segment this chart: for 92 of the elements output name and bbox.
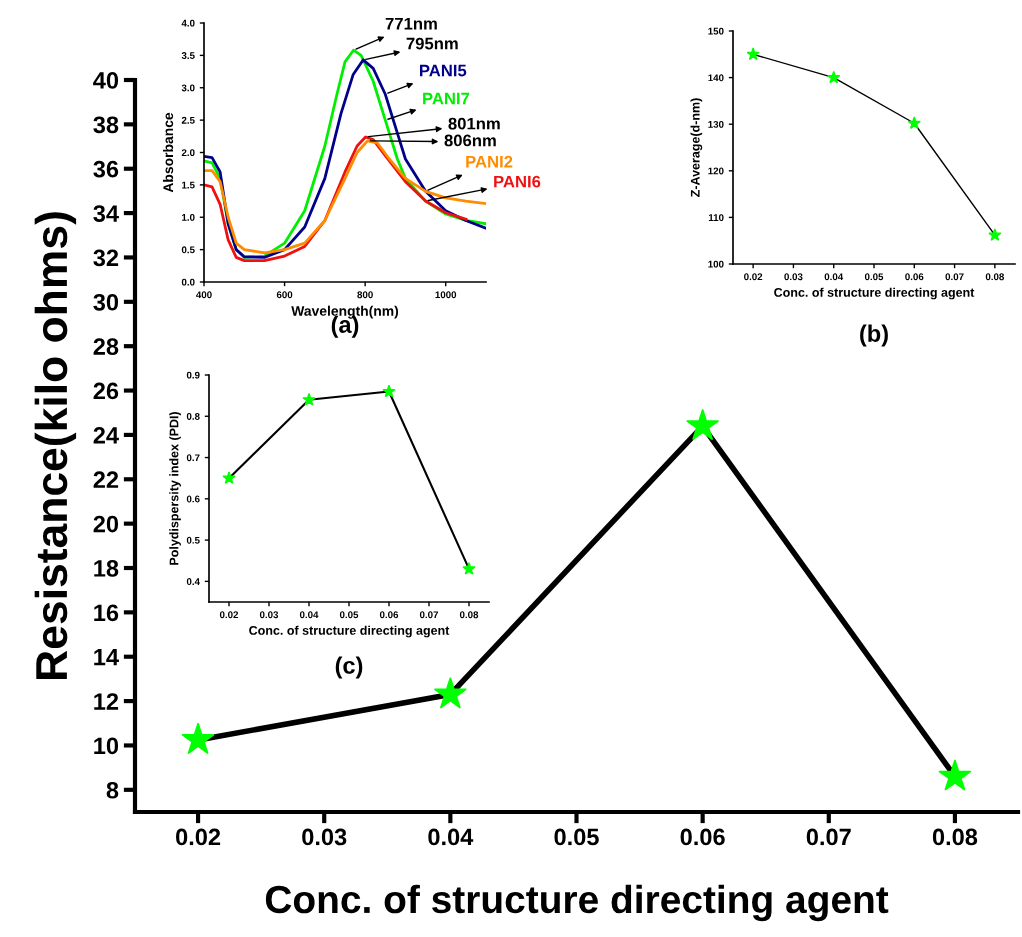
x-tick-label: 0.04 xyxy=(824,273,844,281)
x-tick-label: 0.06 xyxy=(680,828,725,846)
y-axis-title: Absorbance xyxy=(162,112,174,193)
point xyxy=(222,471,236,484)
y-tick-label: 1.5 xyxy=(182,181,195,189)
point xyxy=(302,392,316,406)
annotation: 801nm xyxy=(448,117,500,130)
y-tick-label: 150 xyxy=(708,27,724,35)
y-tick-label: 10 xyxy=(94,737,119,755)
y-tick-label: 3.5 xyxy=(181,52,195,60)
x-tick-label: 0.07 xyxy=(806,828,851,846)
point xyxy=(181,722,215,755)
y-tick-label: 4.0 xyxy=(181,19,195,27)
annotation: 795nm xyxy=(406,37,458,50)
y-tick-label: 110 xyxy=(708,214,724,222)
y-tick-label: 1.0 xyxy=(182,213,195,221)
x-tick-label: 0.05 xyxy=(554,828,599,846)
point xyxy=(462,562,476,575)
y-tick-label: 26 xyxy=(93,382,119,400)
annotation: (b) xyxy=(860,324,888,347)
x-tick-label: 0.08 xyxy=(985,273,1005,281)
x-tick-label: 0.03 xyxy=(259,611,279,619)
series-label: PANI2 xyxy=(466,155,513,168)
x-tick-label: 0.02 xyxy=(176,828,221,846)
x-tick-label: 0.02 xyxy=(744,273,763,281)
y-tick-label: 0.4 xyxy=(186,578,200,585)
x-tick-label: 0.05 xyxy=(864,273,884,281)
y-axis-title: Z-Average(d-nm) xyxy=(690,98,703,197)
x-axis-title: Conc. of structure directing agent xyxy=(265,884,889,922)
point xyxy=(938,759,972,791)
y-tick-label: 28 xyxy=(93,338,119,355)
y-tick-label: 0.7 xyxy=(186,454,200,462)
x-tick-label: 800 xyxy=(357,291,373,299)
y-tick-label: 0.0 xyxy=(181,278,195,286)
y-tick-label: 130 xyxy=(708,120,724,128)
x-axis-title: Conc. of structure directing agent xyxy=(249,625,450,638)
y-tick-label: 100 xyxy=(708,260,724,268)
y-tick-label: 20 xyxy=(93,515,119,533)
x-tick-label: 400 xyxy=(196,291,212,299)
annotation: 806nm xyxy=(444,134,496,147)
x-tick-label: 0.07 xyxy=(945,273,964,281)
x-tick-label: 1000 xyxy=(435,291,457,299)
y-tick-label: 120 xyxy=(708,167,724,175)
x-tick-label: 0.08 xyxy=(932,828,978,846)
x-tick-label: 0.05 xyxy=(339,611,359,619)
x-tick-label: 0.03 xyxy=(302,828,347,846)
y-tick-label: 8 xyxy=(106,781,119,799)
y-tick-label: 22 xyxy=(93,471,119,488)
point xyxy=(382,384,396,398)
x-tick-label: 0.06 xyxy=(379,611,399,619)
x-tick-label: 0.06 xyxy=(905,273,924,281)
text: PANI5 xyxy=(420,64,467,77)
point xyxy=(907,116,921,130)
x-tick-label: 0.03 xyxy=(784,273,803,281)
y-tick-label: 140 xyxy=(708,74,724,82)
text: PANI7 xyxy=(423,92,470,105)
y-axis-title: Resistance(kilo ohms) xyxy=(34,212,77,679)
y-tick-label: 2.0 xyxy=(181,149,195,157)
y-tick-label: 0.5 xyxy=(181,246,195,254)
y-tick-label: 0.9 xyxy=(186,371,200,379)
y-tick-label: 3.0 xyxy=(181,84,195,92)
y-tick-label: 24 xyxy=(93,426,119,444)
x-tick-label: 0.02 xyxy=(219,611,239,619)
y-tick-label: 12 xyxy=(94,693,119,710)
x-tick-label: 600 xyxy=(276,291,293,299)
text: PANI6 xyxy=(494,175,541,188)
y-tick-label: 2.5 xyxy=(181,116,195,124)
y-tick-label: 16 xyxy=(94,604,119,622)
y-tick-label: 18 xyxy=(94,560,119,577)
y-tick-label: 38 xyxy=(93,116,119,134)
annotation: (c) xyxy=(335,656,363,679)
point xyxy=(827,70,841,84)
point xyxy=(746,47,760,61)
point xyxy=(686,408,720,441)
y-tick-label: 34 xyxy=(93,205,119,222)
y-tick-label: 14 xyxy=(94,649,119,666)
x-tick-label: 0.08 xyxy=(459,611,479,619)
y-tick-label: 36 xyxy=(93,160,119,178)
x-tick-label: 0.04 xyxy=(428,828,474,846)
y-tick-label: 40 xyxy=(93,72,119,89)
x-tick-label: 0.04 xyxy=(299,611,319,619)
y-tick-label: 30 xyxy=(93,293,119,311)
point xyxy=(988,228,1002,241)
y-axis-title: Polydispersity index (PDI) xyxy=(169,412,181,565)
y-tick-label: 0.8 xyxy=(186,413,200,420)
y-tick-label: 0.6 xyxy=(186,495,200,503)
y-tick-label: 0.5 xyxy=(186,536,200,544)
x-axis-title: Conc. of structure directing agent xyxy=(774,287,975,300)
point xyxy=(433,677,467,709)
x-tick-label: 0.07 xyxy=(419,611,439,619)
annotation: 771nm xyxy=(385,17,437,30)
y-tick-label: 32 xyxy=(93,249,119,267)
